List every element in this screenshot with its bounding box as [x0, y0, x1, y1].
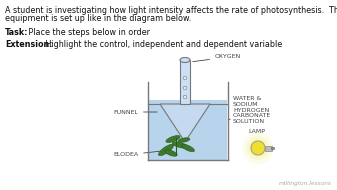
Text: Highlight the control, independent and dependent variable: Highlight the control, independent and d…: [43, 40, 282, 49]
Polygon shape: [160, 104, 210, 142]
Ellipse shape: [180, 58, 190, 63]
Circle shape: [242, 132, 274, 164]
Text: millington.lessons: millington.lessons: [279, 181, 332, 186]
Circle shape: [251, 141, 265, 155]
Circle shape: [246, 136, 270, 160]
Text: A student is investigating how light intensity affects the rate of photosynthesi: A student is investigating how light int…: [5, 6, 337, 15]
Bar: [271, 147, 274, 149]
Circle shape: [183, 95, 187, 99]
Text: FUNNEL: FUNNEL: [113, 109, 157, 115]
Text: OXYGEN: OXYGEN: [193, 55, 241, 62]
Circle shape: [183, 76, 187, 80]
Text: Place the steps below in order: Place the steps below in order: [26, 28, 150, 37]
Text: Task:: Task:: [5, 28, 29, 37]
Circle shape: [183, 86, 187, 90]
Ellipse shape: [166, 135, 180, 142]
Text: WATER &
SODIUM
HYDROGEN
CARBONATE
SOLUTION: WATER & SODIUM HYDROGEN CARBONATE SOLUTI…: [228, 96, 271, 124]
Text: ELODEA: ELODEA: [113, 150, 168, 158]
Bar: [265, 146, 272, 150]
Text: equipment is set up like in the diagram below.: equipment is set up like in the diagram …: [5, 14, 191, 23]
Circle shape: [249, 139, 267, 157]
Text: Extension:: Extension:: [5, 40, 53, 49]
Ellipse shape: [165, 150, 177, 156]
Text: LAMP: LAMP: [249, 129, 266, 134]
Ellipse shape: [182, 144, 194, 152]
Ellipse shape: [158, 144, 174, 156]
Ellipse shape: [178, 138, 190, 142]
Bar: [149, 100, 227, 160]
Ellipse shape: [172, 142, 188, 148]
Bar: [180, 60, 190, 104]
